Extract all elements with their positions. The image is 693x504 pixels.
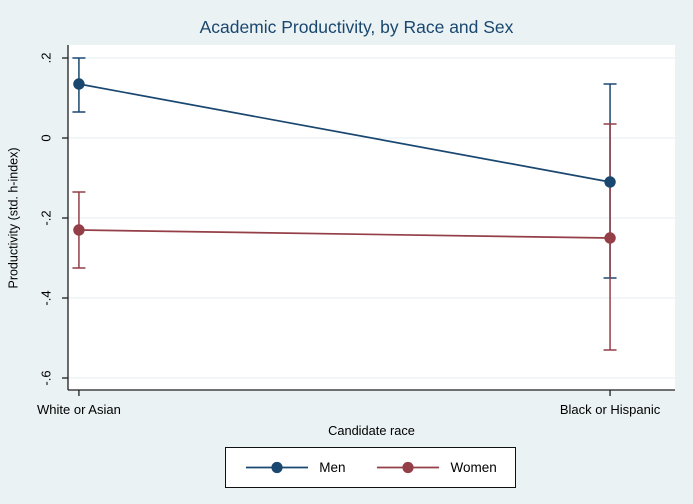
x-tick-label: Black or Hispanic <box>560 402 661 417</box>
y-tick-label: -.6 <box>39 370 54 385</box>
y-tick-label: .2 <box>39 53 54 64</box>
x-axis-title: Candidate race <box>328 423 415 438</box>
series-line-men <box>78 83 611 183</box>
data-point-men <box>73 78 85 90</box>
data-point-women <box>604 232 616 244</box>
data-point-men <box>604 176 616 188</box>
x-tick-label: White or Asian <box>37 402 121 417</box>
legend-label-women: Women <box>450 460 497 475</box>
legend-label-men: Men <box>319 460 346 475</box>
y-axis-title: Productivity (std. h-index) <box>6 147 21 289</box>
y-tick-label: 0 <box>39 134 54 141</box>
legend-item-women: Women <box>375 460 497 475</box>
series-line-women <box>78 229 611 239</box>
chart-title: Academic Productivity, by Race and Sex <box>199 17 514 37</box>
legend: Men Women <box>225 447 516 488</box>
legend-item-men: Men <box>244 460 345 475</box>
y-tick-label: -.4 <box>39 290 54 305</box>
women-line-marker-icon <box>377 461 440 474</box>
data-point-women <box>73 224 85 236</box>
y-tick-label: -.2 <box>39 210 54 225</box>
men-line-marker-icon <box>246 461 309 474</box>
